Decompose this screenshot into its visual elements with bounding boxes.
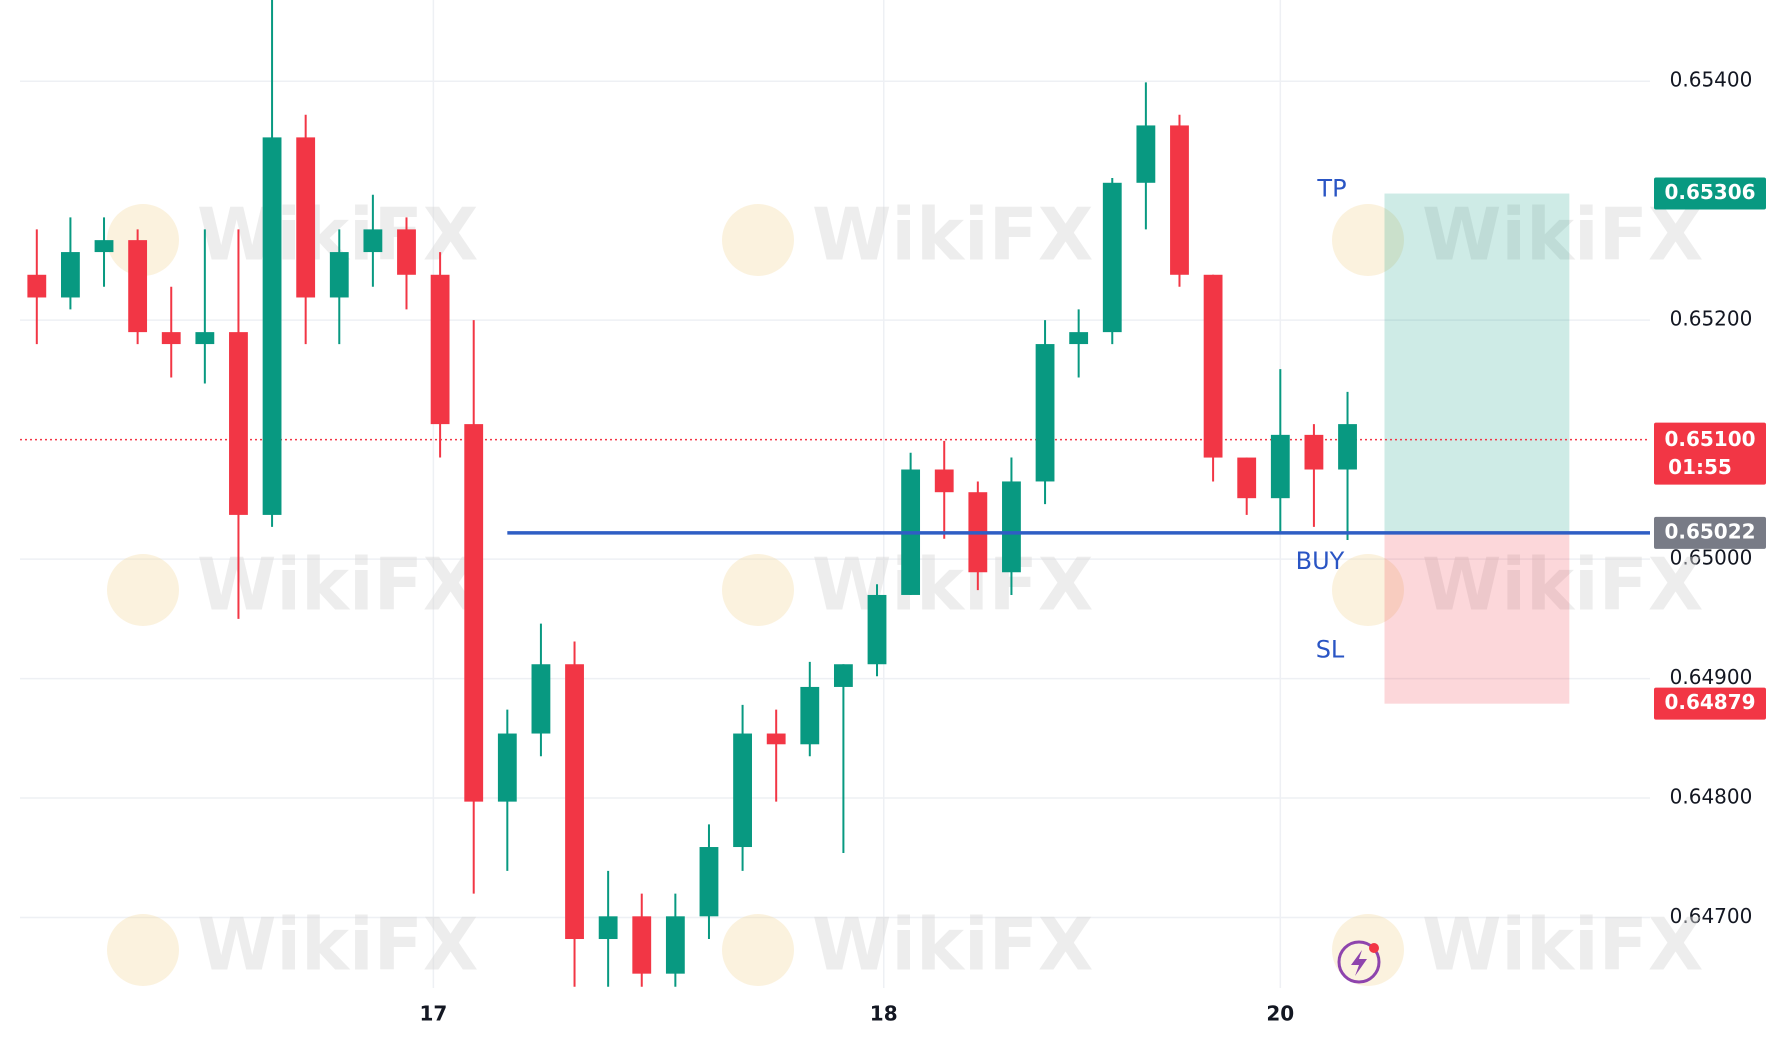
watermark: WikiFX	[812, 543, 1093, 627]
sl-label: SL	[1316, 636, 1345, 664]
watermark-logo	[722, 204, 794, 276]
candle-body	[363, 229, 383, 253]
candle-body	[1338, 424, 1357, 470]
watermark: WikiFX	[197, 903, 478, 987]
stop-loss-zone	[1384, 532, 1570, 704]
watermark-logo	[722, 554, 794, 626]
icon-bolt	[1351, 950, 1367, 976]
entry-price-tag-bg	[1654, 516, 1766, 549]
candle-body	[27, 274, 47, 298]
x-tick-label: 20	[1266, 1002, 1294, 1026]
sl-price-tag: 0.64879	[1664, 690, 1755, 714]
tp-price-tag-bg	[1654, 177, 1766, 210]
candle-body	[766, 733, 786, 745]
candle-body	[800, 686, 820, 745]
watermark-logo	[107, 554, 179, 626]
candle-body	[1304, 434, 1324, 470]
candle-body	[430, 274, 450, 425]
watermark-logo	[1332, 554, 1404, 626]
countdown: 01:55	[1668, 455, 1732, 479]
x-tick-label: 17	[419, 1002, 447, 1026]
candle-body	[161, 332, 181, 345]
buy-label: BUY	[1296, 547, 1345, 575]
candle-body	[1035, 344, 1055, 482]
y-tick-label: 0.64700	[1670, 904, 1753, 928]
y-tick-label: 0.64900	[1670, 665, 1753, 689]
candle-body	[397, 229, 416, 275]
y-tick-label: 0.65200	[1670, 307, 1753, 331]
candle-body	[229, 332, 248, 515]
candle-body	[934, 469, 954, 493]
last-price-tag-bg	[1654, 422, 1766, 485]
candle-body	[1002, 481, 1021, 573]
candle-body	[497, 733, 517, 802]
take-profit-zone	[1384, 193, 1570, 533]
candle-body	[665, 916, 685, 974]
last-price-tag: 0.65100	[1664, 427, 1755, 451]
candle-body	[699, 847, 719, 917]
watermark: WikiFX	[1422, 903, 1703, 987]
sl-price-tag-bg	[1654, 687, 1766, 720]
candle-body	[464, 424, 484, 802]
tp-price-tag: 0.65306	[1664, 180, 1755, 204]
candle-body	[296, 137, 316, 298]
lightning-icon[interactable]	[1337, 940, 1381, 984]
candle-body	[195, 332, 215, 345]
y-tick-label: 0.64800	[1670, 785, 1753, 809]
candle-body	[531, 664, 551, 734]
x-tick-label: 18	[870, 1002, 898, 1026]
watermark-logo	[1332, 914, 1404, 986]
candle-body	[1237, 457, 1257, 499]
candle-body	[867, 594, 887, 665]
candle-body	[1270, 434, 1290, 499]
icon-dot	[1369, 943, 1379, 953]
watermark: WikiFX	[197, 543, 478, 627]
y-tick-label: 0.65000	[1670, 546, 1753, 570]
watermark-logo	[107, 914, 179, 986]
tp-label: TP	[1316, 175, 1346, 203]
candle-body	[833, 664, 853, 687]
candle-body	[1069, 332, 1089, 345]
candle-body	[329, 252, 349, 298]
watermark: WikiFX	[1422, 543, 1703, 627]
icon-ring	[1337, 940, 1381, 984]
candle-body	[565, 664, 584, 940]
watermark: WikiFX	[812, 903, 1093, 987]
watermark-logo	[107, 204, 179, 276]
candle-body	[94, 240, 114, 253]
entry-price-tag: 0.65022	[1664, 519, 1755, 543]
watermark-logo	[1332, 204, 1404, 276]
candle-body	[1203, 274, 1223, 458]
candle-body	[1170, 125, 1189, 275]
candle-body	[598, 916, 618, 940]
candle-body	[1136, 125, 1156, 183]
watermark: WikiFX	[812, 193, 1093, 277]
candle-body	[632, 916, 652, 974]
candle-body	[61, 252, 80, 298]
y-tick-label: 0.65400	[1670, 68, 1753, 92]
candle-body	[128, 240, 148, 333]
watermark-logo	[722, 914, 794, 986]
candle-body	[262, 137, 282, 515]
candle-body	[1102, 182, 1122, 333]
candle-body	[733, 733, 752, 848]
